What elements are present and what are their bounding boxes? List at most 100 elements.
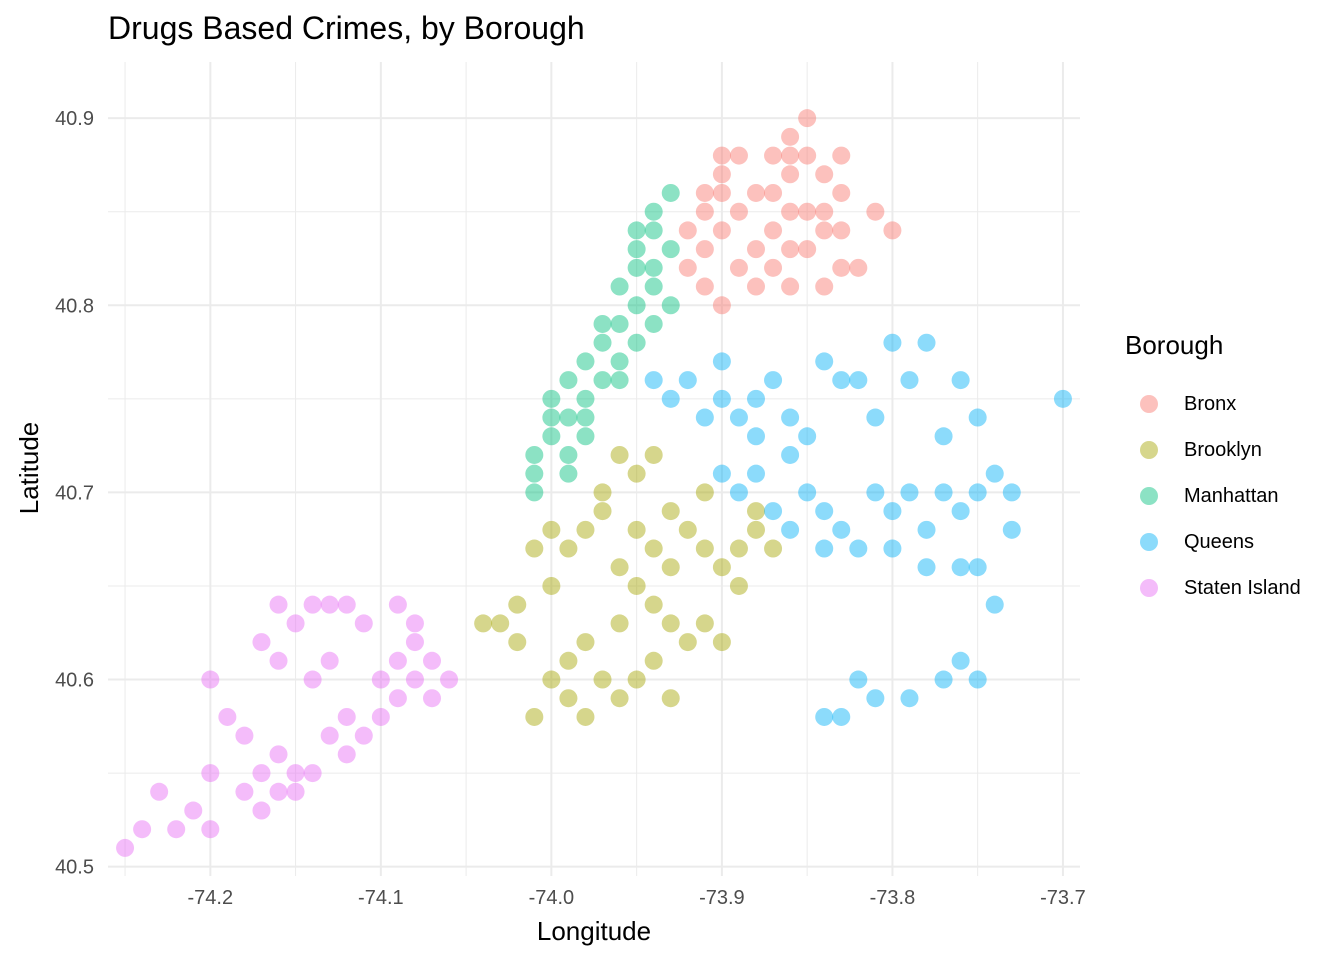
data-point-staten-island xyxy=(337,745,356,764)
data-point-staten-island xyxy=(184,801,203,820)
data-point-bronx xyxy=(781,240,800,259)
data-point-brooklyn xyxy=(576,520,595,539)
x-tick-label: -74.0 xyxy=(529,887,575,909)
data-point-brooklyn xyxy=(559,689,578,708)
data-point-staten-island xyxy=(371,707,390,726)
data-point-manhattan xyxy=(627,296,646,315)
data-point-staten-island xyxy=(286,614,305,633)
data-point-staten-island xyxy=(235,782,254,801)
data-point-brooklyn xyxy=(695,614,714,633)
data-point-manhattan xyxy=(559,371,578,390)
data-point-brooklyn xyxy=(661,689,680,708)
legend-key xyxy=(1140,579,1158,597)
data-point-queens xyxy=(729,408,748,427)
data-point-bronx xyxy=(832,146,851,165)
data-point-queens xyxy=(781,408,800,427)
data-point-bronx xyxy=(729,202,748,221)
legend-label: Manhattan xyxy=(1184,484,1279,507)
data-point-staten-island xyxy=(371,670,390,689)
x-tick-label: -74.2 xyxy=(188,887,234,909)
data-point-queens xyxy=(883,502,902,521)
data-point-staten-island xyxy=(388,689,407,708)
data-point-staten-island xyxy=(354,726,373,745)
data-point-queens xyxy=(1002,483,1021,502)
y-axis-title: Latitude xyxy=(14,422,44,515)
data-point-queens xyxy=(832,371,851,390)
data-point-queens xyxy=(866,689,885,708)
data-point-bronx xyxy=(832,258,851,277)
data-point-brooklyn xyxy=(593,502,612,521)
data-point-bronx xyxy=(678,258,697,277)
data-point-staten-island xyxy=(440,670,459,689)
data-point-staten-island xyxy=(269,651,288,670)
x-axis-title: Longitude xyxy=(537,916,651,946)
data-point-manhattan xyxy=(661,296,680,315)
data-point-bronx xyxy=(866,202,885,221)
data-point-manhattan xyxy=(559,408,578,427)
data-point-manhattan xyxy=(610,371,629,390)
x-axis-ticks: -74.2 -74.1 -74.0 -73.9 -73.8 -73.7 xyxy=(188,887,1086,909)
legend-title: Borough xyxy=(1125,330,1224,360)
data-point-queens xyxy=(985,595,1004,614)
data-point-bronx xyxy=(695,277,714,296)
data-point-staten-island xyxy=(201,670,220,689)
data-point-queens xyxy=(968,670,987,689)
data-point-brooklyn xyxy=(542,520,561,539)
data-point-bronx xyxy=(764,221,783,240)
data-point-manhattan xyxy=(525,464,544,483)
data-points xyxy=(116,109,1072,857)
data-point-manhattan xyxy=(593,371,612,390)
data-point-manhattan xyxy=(559,464,578,483)
data-point-staten-island xyxy=(320,651,339,670)
data-point-brooklyn xyxy=(610,558,629,577)
data-point-brooklyn xyxy=(764,539,783,558)
data-point-brooklyn xyxy=(576,707,595,726)
data-point-staten-island xyxy=(150,782,169,801)
data-point-bronx xyxy=(815,277,834,296)
data-point-brooklyn xyxy=(678,633,697,652)
data-point-staten-island xyxy=(252,633,271,652)
data-point-bronx xyxy=(764,258,783,277)
data-point-brooklyn xyxy=(695,539,714,558)
data-point-brooklyn xyxy=(661,614,680,633)
data-point-queens xyxy=(644,371,663,390)
data-point-manhattan xyxy=(525,445,544,464)
data-point-bronx xyxy=(712,165,731,184)
x-tick-label: -74.1 xyxy=(358,887,404,909)
data-point-brooklyn xyxy=(627,464,646,483)
legend-items: Bronx Brooklyn Manhattan Queens Staten Islan… xyxy=(1125,381,1301,611)
legend-item-manhattan: Manhattan xyxy=(1125,473,1301,519)
data-point-queens xyxy=(951,558,970,577)
data-point-brooklyn xyxy=(491,614,510,633)
data-point-brooklyn xyxy=(695,483,714,502)
data-point-bronx xyxy=(815,165,834,184)
data-point-queens xyxy=(832,707,851,726)
data-point-bronx xyxy=(695,202,714,221)
data-point-brooklyn xyxy=(678,520,697,539)
legend-label: Queens xyxy=(1184,530,1255,553)
y-axis-ticks: 40.5 40.6 40.7 40.8 40.9 xyxy=(55,108,94,879)
data-point-queens xyxy=(764,502,783,521)
data-point-queens xyxy=(661,389,680,408)
data-point-brooklyn xyxy=(593,483,612,502)
data-point-bronx xyxy=(815,202,834,221)
data-point-staten-island xyxy=(405,670,424,689)
data-point-brooklyn xyxy=(627,520,646,539)
legend-key xyxy=(1140,487,1158,505)
data-point-manhattan xyxy=(542,389,561,408)
data-point-queens xyxy=(764,371,783,390)
data-point-queens xyxy=(968,408,987,427)
data-point-manhattan xyxy=(525,483,544,502)
data-point-manhattan xyxy=(576,352,595,371)
data-point-brooklyn xyxy=(644,539,663,558)
data-point-queens xyxy=(917,520,936,539)
data-point-manhattan xyxy=(542,408,561,427)
data-point-staten-island xyxy=(218,707,237,726)
data-point-queens xyxy=(900,483,919,502)
data-point-bronx xyxy=(712,146,731,165)
data-point-queens xyxy=(798,427,817,446)
data-point-bronx xyxy=(798,240,817,259)
data-point-queens xyxy=(900,689,919,708)
x-tick-label: -73.7 xyxy=(1040,887,1086,909)
legend-label: Brooklyn xyxy=(1184,438,1262,461)
